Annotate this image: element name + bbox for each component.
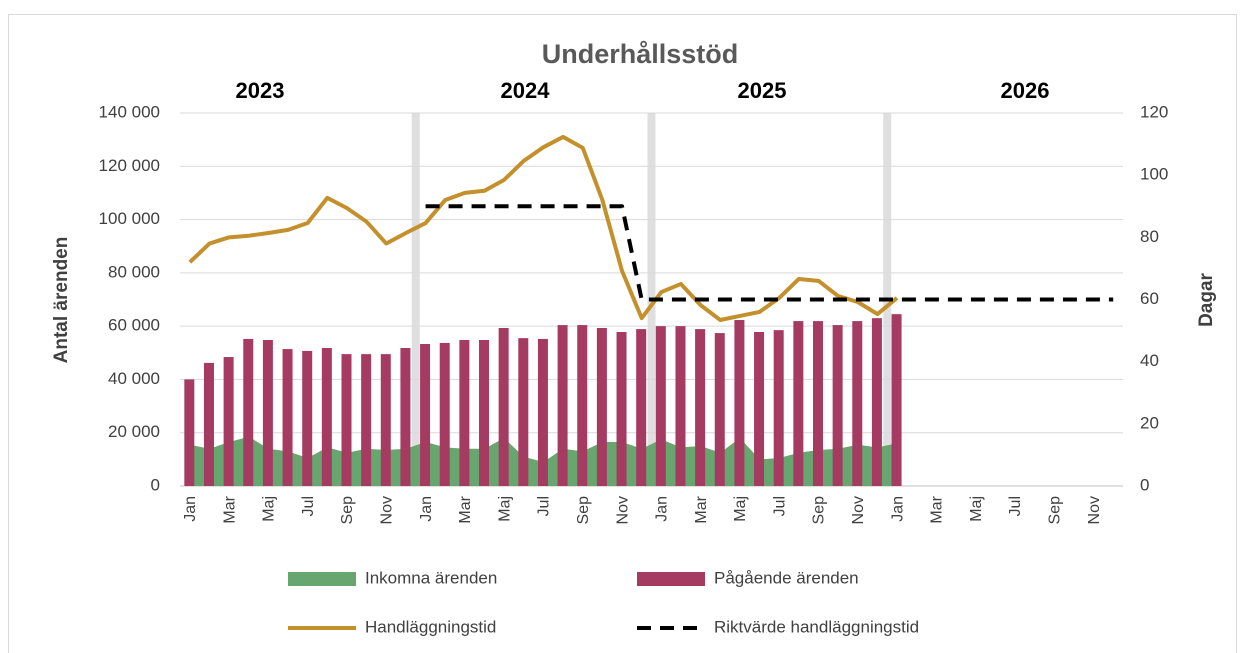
legend-label: Handläggningstid — [365, 617, 496, 636]
bar — [714, 333, 725, 486]
bar — [400, 347, 411, 486]
y-tick-label: 100 000 — [99, 209, 160, 228]
year-separator — [411, 113, 420, 486]
bar — [891, 314, 902, 486]
x-tick-label: Mar — [929, 495, 946, 523]
y2-tick-label: 60 — [1140, 289, 1159, 308]
x-tick-label: Maj — [968, 496, 985, 522]
bar — [636, 329, 647, 486]
bar — [184, 379, 195, 486]
bar — [557, 325, 568, 486]
x-tick-label: Nov — [1086, 496, 1103, 524]
year-label: 2025 — [738, 78, 787, 103]
bar — [734, 320, 745, 486]
bar — [871, 318, 882, 486]
bar — [459, 339, 470, 486]
x-tick-label: Nov — [614, 496, 631, 524]
chart-frame — [8, 14, 1237, 653]
y-tick-label: 40 000 — [108, 369, 160, 388]
x-tick-label: Jan — [889, 496, 906, 522]
x-tick-label: Jan — [418, 496, 435, 522]
bar — [832, 325, 843, 486]
bar — [439, 342, 450, 486]
bar — [773, 330, 784, 486]
legend-label: Inkomna ärenden — [365, 568, 497, 587]
y2-tick-label: 40 — [1140, 351, 1159, 370]
year-label: 2024 — [501, 78, 551, 103]
bar — [262, 339, 273, 486]
chart-title: Underhållsstöd — [542, 39, 739, 69]
y-tick-label: 60 000 — [108, 316, 160, 335]
y-tick-label: 120 000 — [99, 156, 160, 175]
dashed-line — [425, 204, 1114, 302]
x-tick-label: Jul — [300, 496, 317, 516]
x-tick-label: Nov — [379, 496, 396, 524]
x-tick-label: Maj — [261, 496, 278, 522]
x-tick-label: Sep — [575, 496, 592, 525]
bar — [596, 328, 607, 486]
bar — [793, 321, 804, 486]
x-tick-label: Jul — [771, 496, 788, 516]
legend-label: Riktvärde handläggningstid — [714, 617, 919, 636]
bar — [655, 326, 666, 486]
bar — [852, 321, 863, 486]
bar — [577, 325, 588, 486]
bar — [223, 357, 234, 486]
x-tick-label: Jan — [182, 496, 199, 522]
x-tick-label: Maj — [496, 496, 513, 522]
bar — [518, 338, 529, 486]
y-axis-title: Antal ärenden — [51, 237, 72, 364]
x-tick-label: Jul — [1007, 496, 1024, 516]
bar — [361, 354, 372, 486]
bar — [812, 321, 823, 486]
bar — [537, 338, 548, 486]
x-tick-label: Mar — [221, 495, 238, 523]
y-tick-label: 80 000 — [108, 262, 160, 281]
bar — [498, 328, 509, 486]
y2-tick-label: 0 — [1140, 475, 1149, 494]
bar — [754, 332, 765, 486]
bar — [695, 329, 706, 486]
bar — [302, 350, 313, 486]
x-tick-label: Jan — [654, 496, 671, 522]
x-tick-label: Mar — [457, 495, 474, 523]
y-tick-label: 20 000 — [108, 422, 160, 441]
bar — [321, 347, 332, 486]
year-label: 2023 — [236, 78, 285, 103]
x-tick-label: Jul — [536, 496, 553, 516]
legend-swatch — [288, 572, 356, 586]
bar — [203, 362, 214, 486]
line — [188, 134, 899, 323]
y2-tick-label: 20 — [1140, 413, 1159, 432]
bar — [380, 354, 391, 486]
bar — [420, 343, 431, 486]
bar — [341, 354, 352, 486]
legend-label: Pågående ärenden — [714, 568, 859, 587]
y-tick-label: 140 000 — [99, 102, 160, 121]
x-tick-label: Sep — [339, 496, 356, 525]
x-tick-label: Nov — [850, 496, 867, 524]
x-tick-label: Sep — [811, 496, 828, 525]
bar — [243, 338, 254, 486]
bar — [479, 339, 490, 486]
y2-tick-label: 100 — [1140, 165, 1168, 184]
bar — [282, 349, 293, 486]
y2-tick-label: 120 — [1140, 102, 1168, 121]
year-label: 2026 — [1001, 78, 1050, 103]
x-tick-label: Mar — [693, 495, 710, 523]
y2-axis-title: Dagar — [1196, 272, 1217, 326]
bar — [616, 332, 627, 486]
legend-swatch — [637, 572, 705, 586]
x-tick-label: Maj — [732, 496, 749, 522]
y-tick-label: 0 — [151, 475, 160, 494]
y2-tick-label: 80 — [1140, 227, 1159, 246]
bar — [675, 326, 686, 486]
x-tick-label: Sep — [1046, 496, 1063, 525]
